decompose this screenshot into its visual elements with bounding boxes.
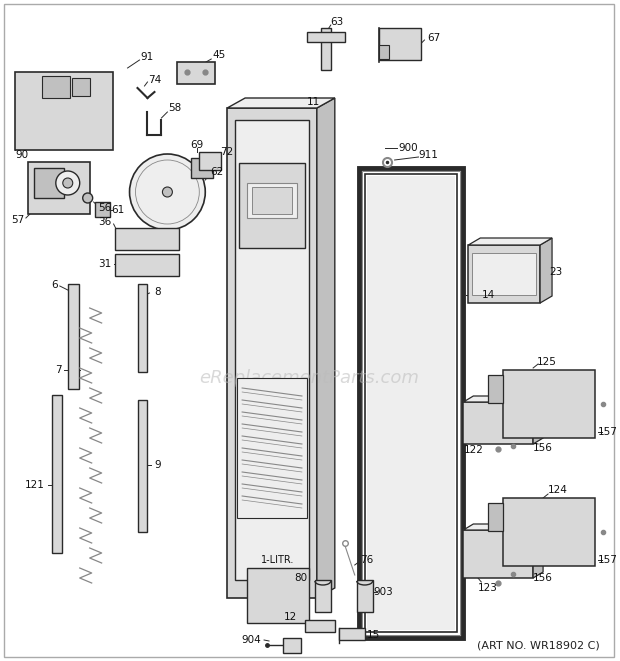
Bar [95, 202, 110, 217]
Bar [192, 158, 213, 178]
Text: 904: 904 [241, 635, 261, 645]
Text: 56: 56 [98, 203, 111, 213]
Text: 31: 31 [99, 259, 112, 269]
Bar [356, 580, 373, 612]
Text: 9: 9 [154, 460, 161, 470]
Bar [463, 530, 533, 578]
Text: 7: 7 [55, 365, 62, 375]
Bar [42, 76, 70, 98]
Text: eReplacementParts.com: eReplacementParts.com [199, 369, 419, 387]
Text: 157: 157 [598, 555, 618, 565]
Bar [489, 375, 503, 403]
Text: 156: 156 [533, 573, 553, 583]
Bar [503, 498, 595, 566]
Bar [15, 72, 113, 150]
Bar [503, 370, 595, 438]
Bar [379, 28, 420, 60]
Text: 125: 125 [537, 357, 557, 367]
Bar [199, 152, 221, 170]
Text: 61: 61 [111, 205, 124, 215]
Text: 123: 123 [477, 583, 497, 593]
Bar [239, 163, 305, 248]
Circle shape [130, 154, 205, 230]
Text: 67: 67 [427, 33, 440, 43]
Bar [227, 108, 317, 598]
Polygon shape [227, 98, 335, 108]
Text: 121: 121 [25, 480, 45, 490]
Text: 12: 12 [284, 612, 297, 622]
Text: 156: 156 [533, 443, 553, 453]
Bar [361, 171, 461, 635]
Polygon shape [463, 396, 543, 402]
Text: 36: 36 [99, 217, 112, 227]
Text: 80: 80 [294, 573, 307, 583]
Text: 57: 57 [12, 215, 25, 225]
Circle shape [162, 187, 172, 197]
Circle shape [56, 171, 80, 195]
Text: 15: 15 [367, 630, 380, 640]
Text: 157: 157 [598, 427, 618, 437]
Bar [366, 176, 455, 630]
Text: 74: 74 [148, 75, 161, 85]
Polygon shape [468, 238, 552, 245]
Polygon shape [540, 238, 552, 303]
Bar [138, 284, 148, 372]
Bar [235, 120, 309, 580]
Text: 8: 8 [154, 287, 161, 297]
Bar [339, 628, 365, 640]
Polygon shape [533, 524, 543, 578]
Circle shape [63, 178, 73, 188]
Text: 23: 23 [549, 267, 563, 277]
Bar [307, 32, 345, 42]
Text: 1-LITR.: 1-LITR. [261, 555, 294, 565]
Bar [472, 253, 536, 295]
Bar [34, 168, 64, 198]
Circle shape [82, 193, 92, 203]
Text: 90: 90 [15, 150, 28, 160]
Text: 72: 72 [221, 147, 234, 157]
Text: 6: 6 [51, 280, 58, 290]
Text: 76: 76 [360, 555, 373, 565]
Bar [247, 183, 297, 218]
Text: 122: 122 [463, 445, 483, 455]
Bar [305, 620, 335, 632]
Text: 63: 63 [330, 17, 343, 27]
Bar [252, 187, 292, 214]
Text: 45: 45 [213, 50, 226, 60]
Bar [28, 162, 90, 214]
Text: 69: 69 [191, 140, 204, 150]
Bar [68, 284, 79, 389]
Text: 124: 124 [548, 485, 568, 495]
Text: 58: 58 [168, 103, 181, 113]
Bar [237, 378, 307, 518]
Bar [489, 503, 503, 531]
Bar [379, 45, 389, 59]
Bar [115, 228, 179, 250]
Polygon shape [533, 396, 543, 444]
Bar [468, 245, 540, 303]
Polygon shape [463, 524, 543, 530]
Bar [138, 400, 148, 532]
Bar [283, 638, 301, 653]
Bar [52, 395, 62, 553]
Bar [359, 168, 463, 638]
Bar [365, 174, 458, 632]
Text: 903: 903 [374, 587, 394, 597]
Bar [72, 78, 90, 96]
Text: 91: 91 [141, 52, 154, 62]
Text: 11: 11 [308, 97, 321, 107]
Text: (ART NO. WR18902 C): (ART NO. WR18902 C) [477, 640, 600, 650]
Bar [115, 254, 179, 276]
Bar [315, 580, 331, 612]
Polygon shape [317, 98, 335, 598]
Bar [321, 28, 331, 70]
Bar [247, 568, 309, 623]
Text: 911: 911 [418, 150, 438, 160]
Text: 14: 14 [482, 290, 495, 300]
Text: 900: 900 [399, 143, 419, 153]
Bar [177, 62, 215, 84]
Text: 62: 62 [211, 167, 224, 177]
Bar [463, 402, 533, 444]
